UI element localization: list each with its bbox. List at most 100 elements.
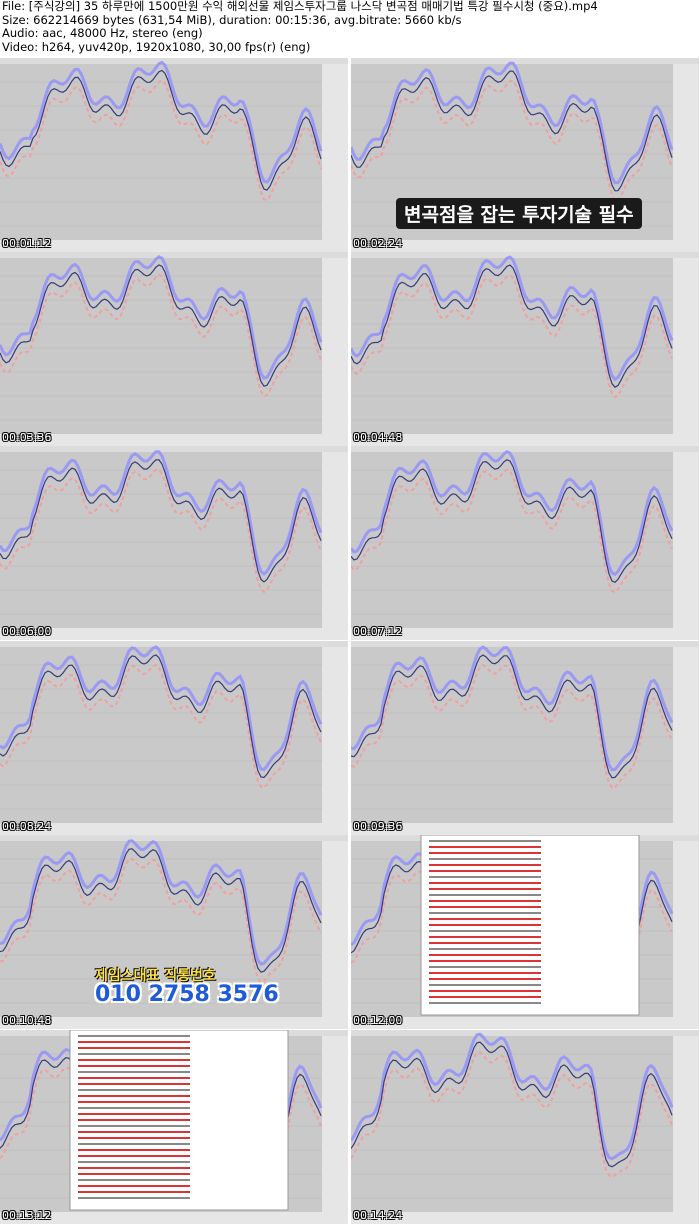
chart-screen: [351, 1030, 699, 1224]
price-line: [351, 1041, 673, 1168]
timestamp: 00:01:12: [2, 237, 52, 250]
price-axis: [322, 841, 348, 1029]
price-axis: [673, 452, 699, 640]
upper-band: [351, 645, 674, 772]
price-line: [0, 264, 322, 387]
chart-screen: [0, 1030, 348, 1224]
chart-screen: [351, 835, 699, 1029]
lower-band: [351, 663, 673, 789]
chart-screen: [351, 641, 699, 835]
thumbnail: 00:08:24: [0, 641, 348, 835]
lower-band: [0, 857, 322, 984]
price-line: [351, 459, 673, 584]
upper-band: [0, 450, 323, 576]
time-axis: [351, 240, 699, 252]
chart-screen: [0, 835, 348, 1029]
timestamp: 00:07:12: [353, 625, 403, 638]
thumbnail: 00:06:00: [0, 446, 348, 640]
time-axis: [0, 1212, 348, 1224]
price-line: [0, 69, 322, 191]
timestamp: 00:02:24: [353, 237, 403, 250]
time-axis: [351, 434, 699, 446]
timestamp: 00:14:24: [353, 1209, 403, 1222]
price-axis: [673, 1036, 699, 1224]
price-axis: [673, 647, 699, 835]
upper-band: [351, 449, 674, 577]
chart-screen: [0, 641, 348, 835]
audio-line: Audio: aac, 48000 Hz, stereo (eng): [2, 26, 203, 40]
video-line: Video: h264, yuv420p, 1920x1080, 30,00 f…: [2, 39, 311, 54]
timestamp: 00:12:00: [353, 1014, 403, 1027]
timestamp: 00:09:36: [353, 820, 403, 833]
lower-band: [351, 1051, 673, 1178]
price-axis: [322, 258, 348, 446]
time-axis: [351, 1017, 699, 1029]
title-bar: [0, 835, 348, 841]
caption: 제임스대표 직통번호: [95, 968, 216, 984]
caption: 변곡점을 잡는 투자기술 필수: [396, 198, 642, 229]
timestamp: 00:04:48: [353, 431, 403, 444]
time-axis: [0, 434, 348, 446]
title-bar: [351, 641, 699, 647]
thumbnail: 00:07:12: [351, 446, 699, 640]
timestamp: 00:03:36: [2, 431, 52, 444]
price-line: [0, 848, 322, 973]
upper-band: [0, 645, 323, 772]
thumbnail: 00:01:12: [0, 58, 348, 252]
price-axis: [322, 1036, 348, 1224]
file-line: File: [주식강의] 35 하루만에 1500만원 수익 해외선물 제임스투…: [2, 0, 598, 13]
chart-screen: [351, 58, 699, 252]
thumbnail: 00:12:00: [351, 835, 699, 1029]
time-axis: [0, 1017, 348, 1029]
time-axis: [351, 823, 699, 835]
time-axis: [351, 1212, 699, 1224]
upper-band: [0, 839, 323, 966]
header: File: [주식강의] 35 하루만에 1500만원 수익 해외선물 제임스투…: [2, 0, 598, 54]
title-bar: [0, 252, 348, 258]
thumbnail: 00:04:48: [351, 252, 699, 446]
timestamp: 00:08:24: [2, 820, 52, 833]
thumbnail: 00:02:24 변곡점을 잡는 투자기술 필수: [351, 58, 699, 252]
lower-band: [0, 273, 322, 398]
price-axis: [673, 258, 699, 446]
lower-band: [351, 80, 673, 202]
lower-band: [351, 273, 673, 399]
price-axis: [322, 452, 348, 640]
lower-band: [351, 857, 673, 984]
chart-screen: [351, 252, 699, 446]
title-bar: [351, 446, 699, 452]
time-axis: [0, 240, 348, 252]
price-axis: [322, 64, 348, 252]
lower-band: [0, 79, 322, 202]
time-axis: [0, 628, 348, 640]
title-bar: [351, 1030, 699, 1036]
upper-band: [351, 255, 674, 382]
upper-band: [351, 61, 674, 185]
chart-screen: [0, 58, 348, 252]
price-line: [0, 459, 322, 583]
price-line: [351, 70, 673, 192]
upper-band: [0, 255, 323, 380]
title-bar: [351, 252, 699, 258]
thumbnail: 00:10:48 제임스대표 직통번호 010 2758 3576: [0, 835, 348, 1029]
timestamp: 00:06:00: [2, 625, 52, 638]
timestamp: 00:13:12: [2, 1209, 52, 1222]
timestamp: 00:10:48: [2, 1014, 52, 1027]
price-axis: [673, 841, 699, 1029]
thumbnail: 00:13:12: [0, 1030, 348, 1224]
upper-band: [351, 1032, 674, 1161]
title-bar: [0, 641, 348, 647]
title-bar: [0, 446, 348, 452]
price-line: [0, 654, 322, 779]
title-bar: [351, 58, 699, 64]
thumbnail: 00:14:24: [351, 1030, 699, 1224]
price-line: [351, 654, 673, 779]
lower-band: [0, 468, 322, 594]
upper-band: [0, 60, 323, 184]
price-line: [351, 264, 673, 388]
lower-band: [0, 663, 322, 789]
size-line: Size: 662214669 bytes (631,54 MiB), dura…: [2, 12, 462, 27]
chart-screen: [0, 446, 348, 640]
thumbnail: 00:09:36: [351, 641, 699, 835]
